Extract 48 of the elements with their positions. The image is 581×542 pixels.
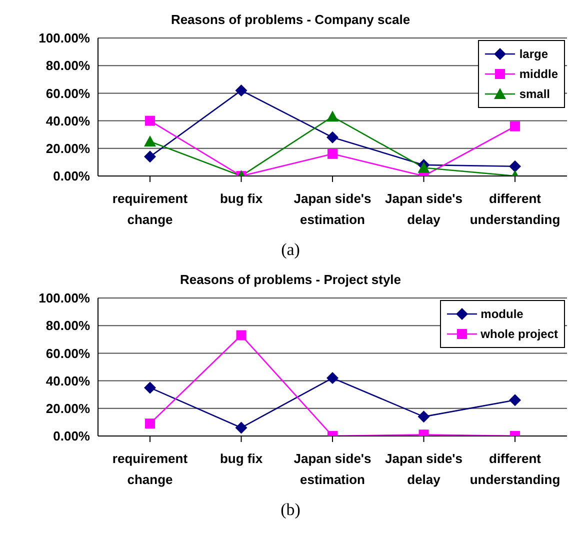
y-tick-label: 0.00% <box>53 428 90 444</box>
y-tick-label: 40.00% <box>46 373 90 388</box>
point <box>326 131 338 144</box>
y-tick-label: 80.00% <box>46 58 90 74</box>
legend-label: middle <box>519 66 558 83</box>
text: (b) <box>280 499 302 521</box>
point <box>145 116 155 126</box>
x-tick-label: requirement change <box>112 451 188 488</box>
y-tick-label: 60.00% <box>46 346 90 361</box>
point <box>236 330 246 340</box>
point <box>418 410 430 423</box>
point <box>418 162 430 173</box>
x-tick-label: bug fix <box>220 451 264 466</box>
point <box>144 136 156 146</box>
y-tick-label: 0.00% <box>53 168 90 184</box>
legend-label: small <box>519 86 550 103</box>
y-tick-label: 40.00% <box>46 113 90 128</box>
point <box>326 110 338 122</box>
x-tick-label: Japan side's delay <box>384 451 463 488</box>
point <box>509 394 521 406</box>
point <box>144 382 156 394</box>
point <box>328 148 338 159</box>
chart-title: Reasons of problems - Company scale <box>170 12 412 27</box>
y-tick-label: 20.00% <box>46 141 90 156</box>
x-tick-label: different understanding <box>470 451 560 488</box>
point <box>510 121 520 132</box>
point <box>145 418 155 429</box>
point <box>235 422 248 434</box>
chart-title: Reasons of problems - Project style <box>178 272 402 287</box>
y-tick-label: 100.00% <box>38 30 90 46</box>
point <box>326 372 338 384</box>
x-tick-label: Japan side's estimation <box>294 191 372 228</box>
legend-label: whole project <box>480 326 558 343</box>
x-tick-label: different understanding <box>470 191 560 228</box>
text: (a) <box>280 239 301 261</box>
x-tick-label: requirement change <box>112 191 188 228</box>
y-tick-label: 60.00% <box>46 86 90 101</box>
x-tick-label: Japan side's delay <box>384 191 463 228</box>
y-tick-label: 80.00% <box>46 318 90 334</box>
point <box>235 84 248 96</box>
x-tick-label: Japan side's estimation <box>294 451 372 488</box>
y-tick-label: 100.00% <box>38 290 90 306</box>
y-tick-label: 20.00% <box>46 401 90 416</box>
point <box>509 160 521 172</box>
legend-label: module <box>480 306 524 323</box>
point <box>144 150 156 163</box>
legend-label: large <box>519 46 548 63</box>
x-tick-label: bug fix <box>220 191 264 206</box>
